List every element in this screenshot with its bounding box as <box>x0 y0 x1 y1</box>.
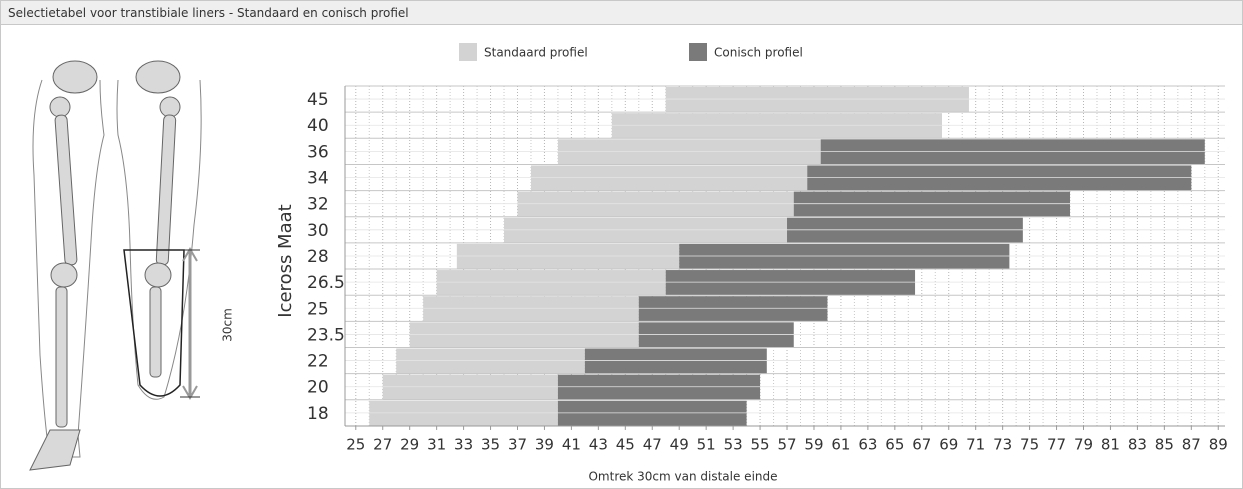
x-tick-label: 47 <box>643 435 662 453</box>
y-tick-label: 34 <box>307 169 329 189</box>
range-bar <box>665 87 969 113</box>
x-tick-label: 67 <box>912 435 931 453</box>
range-bar <box>436 270 666 296</box>
x-tick-label: 29 <box>400 435 419 453</box>
chart: 30cm Iceross Maat Omtrek 30cm van distal… <box>29 43 1228 484</box>
y-axis-title: Iceross Maat <box>275 204 296 317</box>
legend-label: Conisch profiel <box>714 46 803 60</box>
x-tick-label: 53 <box>724 435 743 453</box>
range-bar <box>807 165 1192 191</box>
legend-swatch <box>459 43 477 61</box>
x-tick-label: 31 <box>427 435 446 453</box>
range-bar <box>409 322 639 348</box>
x-tick-label: 39 <box>535 435 554 453</box>
range-bar <box>679 243 1010 270</box>
y-tick-label: 26.5 <box>307 273 345 293</box>
range-bar <box>530 165 808 191</box>
x-tick-label: 71 <box>966 435 985 453</box>
x-tick-label: 85 <box>1155 435 1174 453</box>
range-bar <box>787 217 1023 243</box>
range-bar <box>611 113 942 139</box>
x-tick-label: 25 <box>346 435 365 453</box>
x-tick-label: 61 <box>831 435 850 453</box>
x-tick-label: 69 <box>939 435 958 453</box>
y-tick-label: 28 <box>307 247 329 267</box>
range-bar <box>396 348 585 374</box>
range-bar <box>820 139 1205 165</box>
range-bar <box>584 348 767 374</box>
x-tick-label: 59 <box>804 435 823 453</box>
range-bar <box>557 374 761 400</box>
x-tick-label: 89 <box>1209 435 1228 453</box>
x-tick-label: 33 <box>454 435 473 453</box>
x-tick-label: 77 <box>1047 435 1066 453</box>
illustration-label: 30cm <box>221 308 235 342</box>
range-bar <box>638 322 794 348</box>
x-tick-label: 83 <box>1128 435 1147 453</box>
x-tick-label: 79 <box>1074 435 1093 453</box>
x-tick-label: 57 <box>777 435 796 453</box>
x-tick-label: 81 <box>1101 435 1120 453</box>
y-tick-label: 32 <box>307 195 329 215</box>
range-bar <box>504 217 788 243</box>
range-bar <box>517 191 794 217</box>
legend-swatch <box>689 43 707 61</box>
x-tick-label: 35 <box>481 435 500 453</box>
range-bar <box>456 243 680 270</box>
y-tick-label: 18 <box>307 404 329 424</box>
range-bar <box>638 296 828 322</box>
range-bar <box>557 139 821 165</box>
y-tick-label: 23.5 <box>307 325 345 345</box>
x-tick-label: 55 <box>751 435 770 453</box>
x-tick-label: 27 <box>373 435 392 453</box>
range-bar <box>557 400 747 426</box>
x-tick-label: 75 <box>1020 435 1039 453</box>
range-bar <box>665 270 916 296</box>
x-tick-label: 65 <box>885 435 904 453</box>
y-tick-label: 30 <box>307 221 329 241</box>
range-bar <box>423 296 639 322</box>
range-bar <box>382 374 558 400</box>
x-tick-label: 37 <box>508 435 527 453</box>
range-bar <box>369 400 558 426</box>
y-tick-label: 45 <box>307 90 329 110</box>
x-tick-label: 51 <box>697 435 716 453</box>
y-tick-label: 25 <box>307 299 329 319</box>
range-bar <box>793 191 1071 217</box>
x-axis-title: Omtrek 30cm van distale einde <box>588 470 777 484</box>
x-tick-label: 41 <box>562 435 581 453</box>
x-tick-label: 73 <box>993 435 1012 453</box>
x-tick-label: 45 <box>616 435 635 453</box>
y-tick-label: 20 <box>307 378 329 398</box>
legend-label: Standaard profiel <box>484 46 588 60</box>
leg-illustration <box>29 60 202 471</box>
y-tick-label: 36 <box>307 142 329 162</box>
x-tick-label: 63 <box>858 435 877 453</box>
y-tick-label: 40 <box>307 116 329 136</box>
panel-header: Selectietabel voor transtibiale liners -… <box>1 1 1242 25</box>
x-tick-label: 43 <box>589 435 608 453</box>
x-tick-label: 87 <box>1182 435 1201 453</box>
x-tick-label: 49 <box>670 435 689 453</box>
y-tick-label: 22 <box>307 352 329 372</box>
